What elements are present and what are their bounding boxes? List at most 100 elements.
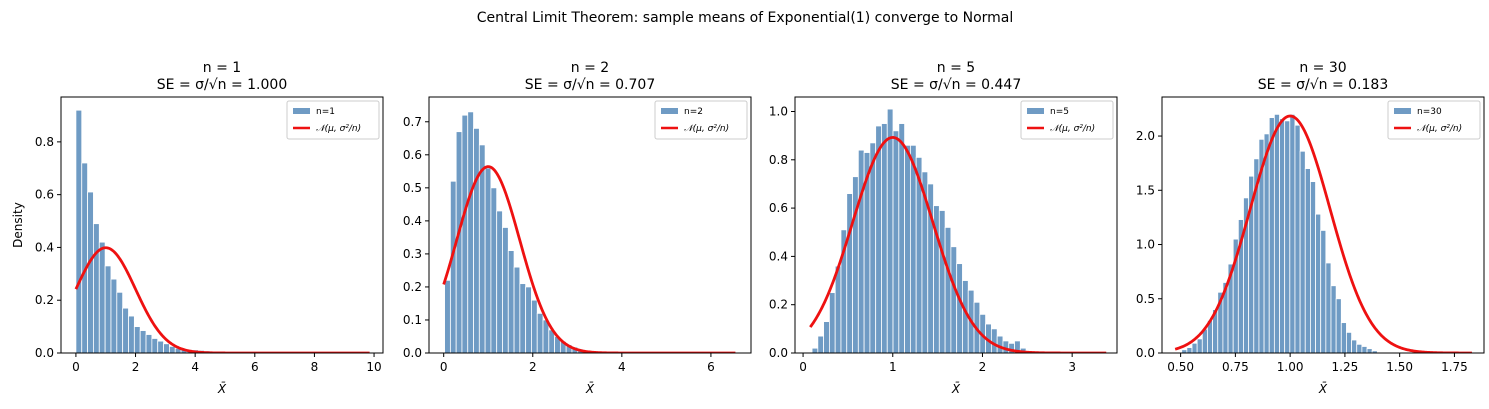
y-tick-label: 0.6 xyxy=(35,188,54,202)
subplot-title-line1: n = 1 xyxy=(203,60,241,76)
histogram-bar xyxy=(846,193,853,353)
x-tick-label: 1.50 xyxy=(1386,360,1413,374)
legend-curve-label: 𝒩(μ, σ²/n) xyxy=(316,124,361,134)
histogram-bar xyxy=(1346,331,1352,353)
histogram-bar xyxy=(944,227,952,353)
histogram-bar xyxy=(531,299,538,353)
subplot-title-line2: SE = σ/√n = 0.447 xyxy=(891,77,1021,93)
subplot-title-line1: n = 30 xyxy=(1299,60,1346,76)
histogram-bar xyxy=(151,338,159,353)
histogram-bar xyxy=(98,241,106,353)
x-tick-label: 6 xyxy=(251,360,259,374)
histogram-bar xyxy=(811,347,819,353)
y-tick-label: 0.8 xyxy=(769,153,788,167)
legend-hist-label: n=1 xyxy=(316,107,335,117)
subplot-title-line2: SE = σ/√n = 1.000 xyxy=(157,77,287,93)
histogram-bars xyxy=(444,111,602,353)
axes-frame xyxy=(1161,96,1485,354)
histogram-bar xyxy=(513,266,521,353)
histogram-bar xyxy=(875,125,882,353)
x-tick-label: 4 xyxy=(191,360,199,374)
y-tick-label: 0.8 xyxy=(35,135,54,149)
histogram-bar xyxy=(128,315,135,353)
histogram-bar xyxy=(1320,230,1327,353)
histogram-bar xyxy=(1279,118,1286,353)
y-tick-label: 0.1 xyxy=(403,313,422,327)
x-tick-label: 1.75 xyxy=(1441,360,1468,374)
histogram-bar xyxy=(536,312,544,353)
histogram-bar xyxy=(828,292,836,353)
histogram-bar xyxy=(1263,133,1270,353)
histogram-bar xyxy=(1304,168,1311,353)
x-tick-label: 3 xyxy=(1068,360,1076,374)
histogram-bar xyxy=(1325,262,1332,353)
histogram-bar xyxy=(104,265,112,353)
y-tick-label: 1.5 xyxy=(1136,183,1155,197)
subplot-title-line1: n = 2 xyxy=(571,60,609,76)
y-tick-label: 0.5 xyxy=(1136,292,1155,306)
histogram-bar xyxy=(1014,340,1021,353)
histogram-bar xyxy=(1340,322,1347,353)
histogram-bar xyxy=(898,123,906,353)
histogram-bar xyxy=(892,130,900,353)
histogram-bar xyxy=(93,223,100,353)
histogram-bar xyxy=(909,144,917,353)
x-axis-label: X̄ xyxy=(217,382,227,396)
histogram-bar xyxy=(525,286,532,353)
histogram-bar xyxy=(1361,346,1368,353)
x-tick-label: 6 xyxy=(707,360,715,374)
y-tick-label: 0.2 xyxy=(403,280,422,294)
y-tick-label: 0.4 xyxy=(403,214,422,228)
histogram-bar xyxy=(1356,343,1363,353)
histogram-bars xyxy=(1181,113,1378,353)
legend-hist-label: n=5 xyxy=(1050,107,1069,117)
histogram-bar xyxy=(496,210,503,353)
y-tick-label: 0.2 xyxy=(769,298,788,312)
histogram-bar xyxy=(110,278,118,353)
y-axis-label: Density xyxy=(11,202,25,248)
x-tick-label: 1 xyxy=(889,360,897,374)
histogram-bar xyxy=(857,149,865,353)
x-tick-label: 0 xyxy=(440,360,448,374)
y-tick-label: 0.0 xyxy=(1136,346,1155,360)
x-tick-label: 0 xyxy=(72,360,80,374)
histogram-bar xyxy=(1351,339,1358,353)
normal-curve xyxy=(442,165,736,353)
histogram-bar xyxy=(1289,113,1296,353)
y-tick-label: 0.2 xyxy=(35,293,54,307)
histogram-bar xyxy=(157,340,164,353)
histogram-bar xyxy=(122,307,129,353)
histogram-bars xyxy=(75,109,211,353)
histogram-bar xyxy=(1191,342,1198,353)
x-tick-label: 0.75 xyxy=(1222,360,1249,374)
x-axis-label: X̄ xyxy=(1318,382,1328,396)
histogram-bar xyxy=(484,167,492,353)
histogram-bar xyxy=(519,283,527,353)
legend-hist-label: n=30 xyxy=(1417,107,1442,117)
y-tick-label: 0.0 xyxy=(35,346,54,360)
y-tick-label: 0.0 xyxy=(403,346,422,360)
histogram-bar xyxy=(502,227,509,353)
legend-hist-swatch xyxy=(293,108,310,114)
legend: n=5 𝒩(μ, σ²/n) xyxy=(1020,100,1114,140)
subplot-title-line1: n = 5 xyxy=(937,60,975,76)
histogram-bar xyxy=(169,346,176,353)
histogram-bar xyxy=(473,127,480,353)
histogram-bar xyxy=(886,108,894,353)
histogram-bar xyxy=(834,265,842,353)
legend-curve-label: 𝒩(μ, σ²/n) xyxy=(1050,124,1095,134)
histogram-bar xyxy=(87,191,94,353)
x-tick-label: 0 xyxy=(799,360,807,374)
histogram-bar xyxy=(881,123,888,353)
histogram-bar xyxy=(950,246,958,353)
subplot-title-line2: SE = σ/√n = 0.707 xyxy=(525,77,655,93)
x-tick-label: 10 xyxy=(366,360,381,374)
legend-hist-swatch xyxy=(1027,108,1044,114)
histogram-bar xyxy=(467,111,474,353)
x-axis-label: X̄ xyxy=(585,382,595,396)
histogram-bar xyxy=(904,144,911,353)
normal-curve xyxy=(1174,114,1472,353)
subplot-4: 0.50 0.75 1.00 1.25 1.50 1.75 0.0 0.5 1.0 1.5 2.0 n… xyxy=(1136,60,1485,396)
x-tick-label: 2 xyxy=(979,360,987,374)
